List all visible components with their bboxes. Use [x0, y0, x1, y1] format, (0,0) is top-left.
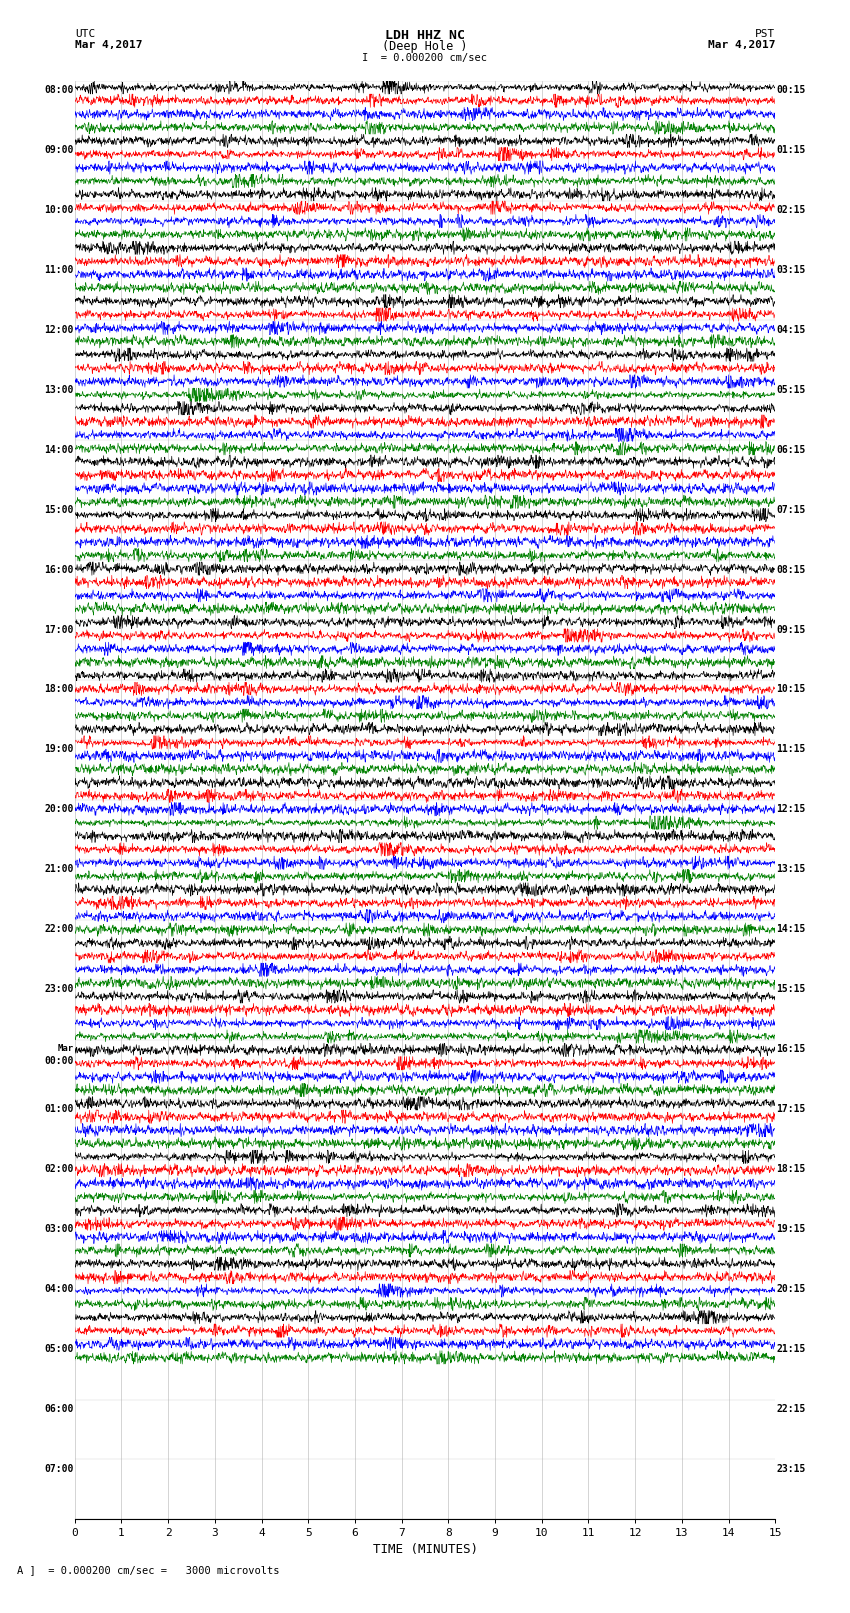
Text: 00:00: 00:00 [44, 1057, 73, 1066]
Text: 09:00: 09:00 [44, 145, 73, 155]
Text: 16:00: 16:00 [44, 565, 73, 574]
Text: 17:00: 17:00 [44, 624, 73, 634]
Text: Mar 4,2017: Mar 4,2017 [75, 40, 142, 50]
Text: (Deep Hole ): (Deep Hole ) [382, 40, 468, 53]
Text: 03:15: 03:15 [777, 265, 806, 274]
Text: 15:15: 15:15 [777, 984, 806, 994]
Text: Mar: Mar [57, 1044, 73, 1053]
Text: 19:15: 19:15 [777, 1224, 806, 1234]
Text: 11:15: 11:15 [777, 745, 806, 755]
Text: Mar 4,2017: Mar 4,2017 [708, 40, 775, 50]
Text: 10:00: 10:00 [44, 205, 73, 215]
Text: 06:00: 06:00 [44, 1403, 73, 1415]
Text: 20:00: 20:00 [44, 805, 73, 815]
Text: 18:15: 18:15 [777, 1165, 806, 1174]
Text: 23:00: 23:00 [44, 984, 73, 994]
Text: 05:00: 05:00 [44, 1344, 73, 1353]
Text: 03:00: 03:00 [44, 1224, 73, 1234]
Text: 08:00: 08:00 [44, 85, 73, 95]
Text: PST: PST [755, 29, 775, 39]
Text: 01:15: 01:15 [777, 145, 806, 155]
Text: 06:15: 06:15 [777, 445, 806, 455]
Text: 14:15: 14:15 [777, 924, 806, 934]
Text: 07:00: 07:00 [44, 1465, 73, 1474]
Text: 08:15: 08:15 [777, 565, 806, 574]
Text: 13:00: 13:00 [44, 386, 73, 395]
Text: UTC: UTC [75, 29, 95, 39]
Text: 10:15: 10:15 [777, 684, 806, 695]
Text: 04:15: 04:15 [777, 324, 806, 336]
Text: 01:00: 01:00 [44, 1105, 73, 1115]
Text: 12:00: 12:00 [44, 324, 73, 336]
Text: 21:00: 21:00 [44, 865, 73, 874]
Text: 20:15: 20:15 [777, 1284, 806, 1294]
Text: 18:00: 18:00 [44, 684, 73, 695]
Text: 13:15: 13:15 [777, 865, 806, 874]
Text: 02:15: 02:15 [777, 205, 806, 215]
Text: 02:00: 02:00 [44, 1165, 73, 1174]
Text: I  = 0.000200 cm/sec: I = 0.000200 cm/sec [362, 53, 488, 63]
Text: 14:00: 14:00 [44, 445, 73, 455]
Text: 16:15: 16:15 [777, 1044, 806, 1055]
X-axis label: TIME (MINUTES): TIME (MINUTES) [372, 1542, 478, 1555]
Text: 19:00: 19:00 [44, 745, 73, 755]
Text: 17:15: 17:15 [777, 1105, 806, 1115]
Text: 12:15: 12:15 [777, 805, 806, 815]
Text: 04:00: 04:00 [44, 1284, 73, 1294]
Text: 15:00: 15:00 [44, 505, 73, 515]
Text: 23:15: 23:15 [777, 1465, 806, 1474]
Text: 22:15: 22:15 [777, 1403, 806, 1415]
Text: 22:00: 22:00 [44, 924, 73, 934]
Text: A ]  = 0.000200 cm/sec =   3000 microvolts: A ] = 0.000200 cm/sec = 3000 microvolts [17, 1565, 280, 1574]
Text: 00:15: 00:15 [777, 85, 806, 95]
Text: 21:15: 21:15 [777, 1344, 806, 1353]
Text: 11:00: 11:00 [44, 265, 73, 274]
Text: 07:15: 07:15 [777, 505, 806, 515]
Text: LDH HHZ NC: LDH HHZ NC [385, 29, 465, 42]
Text: 09:15: 09:15 [777, 624, 806, 634]
Text: 05:15: 05:15 [777, 386, 806, 395]
